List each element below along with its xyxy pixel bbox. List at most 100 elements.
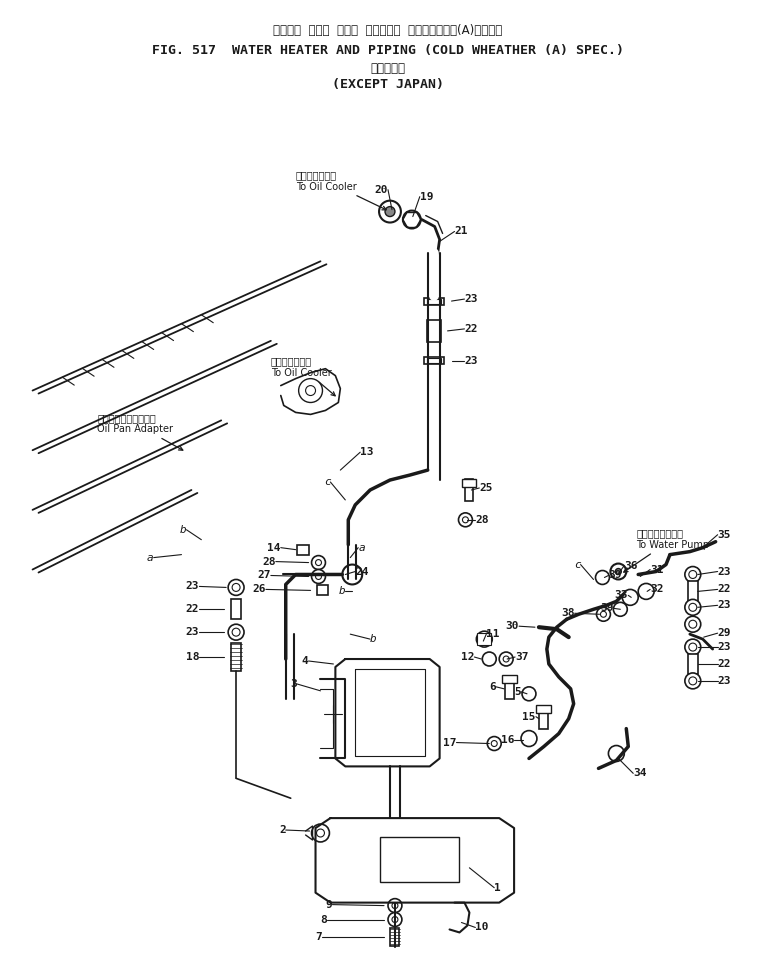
Text: 11: 11 bbox=[487, 629, 500, 639]
Text: 23: 23 bbox=[186, 581, 199, 591]
Circle shape bbox=[388, 899, 402, 913]
Circle shape bbox=[522, 687, 536, 700]
Text: 15: 15 bbox=[522, 712, 536, 722]
Text: 39: 39 bbox=[600, 603, 613, 614]
Circle shape bbox=[342, 565, 362, 584]
Circle shape bbox=[311, 555, 325, 570]
Text: 36: 36 bbox=[625, 561, 638, 571]
Text: 1: 1 bbox=[494, 882, 501, 893]
Text: 12: 12 bbox=[461, 652, 474, 662]
Text: 39: 39 bbox=[608, 571, 622, 581]
Circle shape bbox=[317, 829, 324, 837]
Text: ウォータポンプヘ
To Water Pump: ウォータポンプヘ To Water Pump bbox=[624, 528, 709, 572]
Text: 18: 18 bbox=[186, 652, 199, 662]
Bar bbox=[390, 928, 400, 947]
Text: 23: 23 bbox=[465, 356, 478, 365]
Circle shape bbox=[503, 656, 509, 662]
Text: 24: 24 bbox=[355, 567, 369, 577]
Text: 22: 22 bbox=[186, 604, 199, 615]
Text: 19: 19 bbox=[420, 192, 433, 202]
Circle shape bbox=[232, 628, 240, 636]
Text: 35: 35 bbox=[718, 530, 731, 540]
Text: a: a bbox=[359, 543, 365, 552]
Text: 23: 23 bbox=[186, 627, 199, 637]
Text: 17: 17 bbox=[443, 737, 456, 747]
Text: c: c bbox=[574, 559, 580, 570]
Text: 28: 28 bbox=[476, 515, 489, 525]
Text: (EXCEPT JAPAN): (EXCEPT JAPAN) bbox=[332, 78, 444, 91]
Text: 6: 6 bbox=[490, 682, 496, 692]
Circle shape bbox=[613, 602, 627, 617]
Text: 23: 23 bbox=[718, 676, 731, 686]
Text: 38: 38 bbox=[561, 609, 575, 618]
Text: 28: 28 bbox=[262, 556, 275, 567]
Bar bbox=[477, 633, 491, 645]
Circle shape bbox=[608, 745, 625, 762]
Circle shape bbox=[311, 570, 325, 583]
Bar bbox=[317, 585, 328, 595]
Bar bbox=[427, 319, 441, 342]
Text: 21: 21 bbox=[455, 227, 468, 237]
Bar bbox=[231, 599, 241, 619]
Circle shape bbox=[316, 574, 321, 580]
Bar bbox=[688, 655, 698, 674]
Text: 14: 14 bbox=[267, 543, 281, 552]
Text: 26: 26 bbox=[252, 584, 266, 594]
Circle shape bbox=[685, 617, 701, 632]
Circle shape bbox=[521, 730, 537, 746]
Circle shape bbox=[611, 564, 626, 580]
Bar bbox=[462, 479, 476, 487]
Circle shape bbox=[232, 583, 240, 591]
Text: 29: 29 bbox=[718, 628, 731, 638]
Text: 23: 23 bbox=[718, 642, 731, 652]
Text: 3: 3 bbox=[290, 679, 296, 689]
Circle shape bbox=[685, 639, 701, 656]
Text: 34: 34 bbox=[633, 768, 646, 778]
Circle shape bbox=[385, 206, 395, 216]
Text: 23: 23 bbox=[718, 567, 731, 577]
Circle shape bbox=[299, 379, 323, 402]
Text: FIG. 517  WATER HEATER AND PIPING (COLD WHEATHER (A) SPEC.): FIG. 517 WATER HEATER AND PIPING (COLD W… bbox=[152, 44, 624, 57]
Circle shape bbox=[689, 603, 697, 612]
Text: 27: 27 bbox=[258, 571, 271, 581]
Text: c: c bbox=[324, 477, 331, 487]
Text: 10: 10 bbox=[476, 922, 489, 932]
Circle shape bbox=[459, 513, 473, 527]
Circle shape bbox=[685, 673, 701, 689]
Text: b: b bbox=[370, 634, 377, 644]
Circle shape bbox=[622, 589, 638, 605]
Text: 8: 8 bbox=[320, 915, 327, 924]
Bar bbox=[296, 544, 309, 554]
Text: 31: 31 bbox=[650, 565, 663, 575]
Circle shape bbox=[316, 560, 321, 566]
Text: 4: 4 bbox=[302, 656, 309, 666]
Text: 22: 22 bbox=[718, 659, 731, 669]
Bar bbox=[424, 357, 444, 364]
Circle shape bbox=[601, 612, 606, 618]
Text: 32: 32 bbox=[650, 584, 663, 594]
Text: 9: 9 bbox=[326, 900, 332, 910]
Text: b: b bbox=[338, 586, 345, 596]
Text: 5: 5 bbox=[514, 687, 521, 696]
Bar bbox=[501, 675, 517, 683]
Circle shape bbox=[685, 567, 701, 582]
Text: オイルクーラヘ
To Oil Cooler: オイルクーラヘ To Oil Cooler bbox=[271, 356, 335, 395]
Bar bbox=[536, 705, 551, 713]
Circle shape bbox=[306, 386, 316, 395]
Circle shape bbox=[689, 620, 697, 628]
Circle shape bbox=[403, 210, 421, 229]
Circle shape bbox=[499, 652, 513, 666]
Bar bbox=[504, 679, 514, 698]
Text: オイルクーラヘ
To Oil Cooler: オイルクーラヘ To Oil Cooler bbox=[296, 170, 386, 209]
Text: 33: 33 bbox=[615, 590, 629, 600]
Bar bbox=[231, 643, 241, 671]
Text: 23: 23 bbox=[465, 294, 478, 304]
Circle shape bbox=[615, 569, 622, 575]
Text: ウォータ  ヒータ  および  パイピング  　寒　冷　地　(A)　仕　機: ウォータ ヒータ および パイピング 寒 冷 地 (A) 仕 機 bbox=[273, 24, 503, 37]
Text: 13: 13 bbox=[360, 447, 374, 457]
Circle shape bbox=[388, 913, 402, 926]
Bar bbox=[427, 299, 441, 304]
Circle shape bbox=[228, 580, 244, 595]
Text: 22: 22 bbox=[465, 324, 478, 334]
Circle shape bbox=[392, 903, 398, 909]
